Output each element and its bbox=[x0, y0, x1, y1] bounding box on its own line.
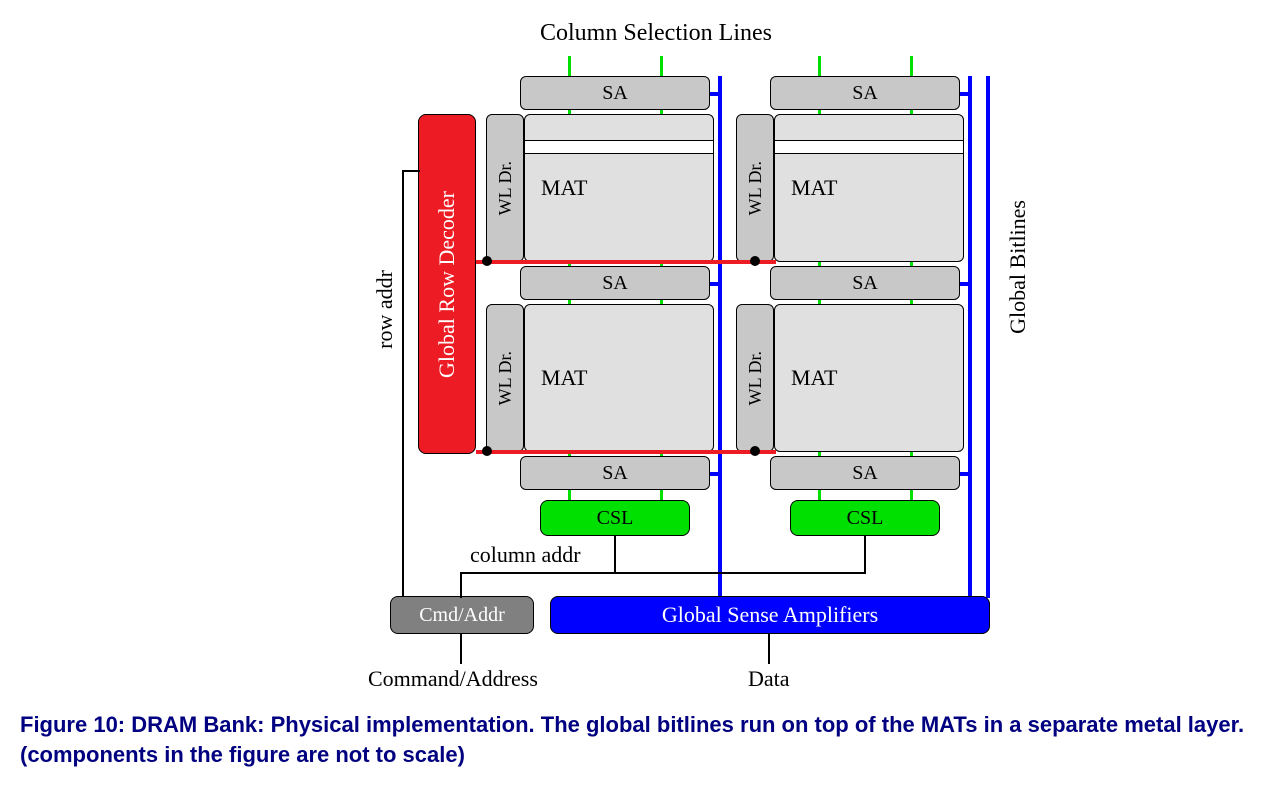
data-stub bbox=[768, 634, 770, 664]
global-row-decoder: Global Row Decoder bbox=[418, 114, 476, 454]
col-addr-bus-v1 bbox=[614, 536, 616, 572]
figure-caption: Figure 10: DRAM Bank: Physical implement… bbox=[20, 710, 1268, 769]
row-addr-label: row addr bbox=[372, 270, 398, 349]
wl-label: WL Dr. bbox=[745, 351, 766, 405]
column-addr-label: column addr bbox=[470, 542, 581, 568]
mat-block: MAT bbox=[774, 114, 964, 262]
sa-block: SA bbox=[520, 76, 710, 110]
sa-tick bbox=[710, 92, 722, 96]
data-label: Data bbox=[748, 666, 790, 692]
sa-label: SA bbox=[852, 462, 878, 485]
global-bitline-2 bbox=[968, 76, 972, 598]
sa-tick bbox=[960, 472, 972, 476]
col-addr-bus-v0 bbox=[460, 572, 462, 598]
title-top: Column Selection Lines bbox=[540, 20, 772, 47]
sa-block: SA bbox=[520, 456, 710, 490]
wl-driver: WL Dr. bbox=[736, 114, 774, 262]
sa-label: SA bbox=[602, 462, 628, 485]
command-address-label: Command/Address bbox=[368, 666, 538, 692]
csl-label: CSL bbox=[847, 507, 884, 530]
wl-driver: WL Dr. bbox=[486, 114, 524, 262]
sa-label: SA bbox=[602, 82, 628, 105]
cmd-addr-label: Cmd/Addr bbox=[419, 604, 505, 627]
sa-label: SA bbox=[852, 272, 878, 295]
csl-block: CSL bbox=[790, 500, 940, 536]
col-addr-bus-v2 bbox=[864, 536, 866, 572]
sa-tick bbox=[960, 92, 972, 96]
sa-label: SA bbox=[852, 82, 878, 105]
node-dot bbox=[750, 256, 760, 266]
cmd-addr-stub bbox=[460, 634, 462, 664]
sa-tick bbox=[710, 282, 722, 286]
red-wordline-1 bbox=[476, 260, 776, 264]
wl-driver: WL Dr. bbox=[736, 304, 774, 452]
mat-label: MAT bbox=[541, 365, 587, 391]
csl-block: CSL bbox=[540, 500, 690, 536]
node-dot bbox=[482, 446, 492, 456]
wl-label: WL Dr. bbox=[745, 161, 766, 215]
row-addr-line-v bbox=[402, 170, 404, 596]
dram-bank-diagram: Column Selection Lines SA WL Dr. MAT SA bbox=[20, 20, 1268, 700]
sa-tick bbox=[710, 472, 722, 476]
sa-block: SA bbox=[770, 456, 960, 490]
sa-tick bbox=[960, 282, 972, 286]
row-addr-line-h bbox=[402, 170, 420, 172]
wl-driver: WL Dr. bbox=[486, 304, 524, 452]
sa-block: SA bbox=[770, 266, 960, 300]
sa-block: SA bbox=[770, 76, 960, 110]
mat-label: MAT bbox=[791, 365, 837, 391]
global-bitlines-label: Global Bitlines bbox=[1005, 200, 1031, 334]
mat-label: MAT bbox=[541, 175, 587, 201]
gsa-label: Global Sense Amplifiers bbox=[662, 602, 878, 628]
global-sense-amplifiers: Global Sense Amplifiers bbox=[550, 596, 990, 634]
sa-block: SA bbox=[520, 266, 710, 300]
mat-label: MAT bbox=[791, 175, 837, 201]
wl-label: WL Dr. bbox=[495, 161, 516, 215]
global-bitline-3 bbox=[986, 76, 990, 598]
mat-block: MAT bbox=[524, 304, 714, 452]
sa-label: SA bbox=[602, 272, 628, 295]
wl-label: WL Dr. bbox=[495, 351, 516, 405]
red-wordline-2 bbox=[476, 450, 776, 454]
node-dot bbox=[482, 256, 492, 266]
csl-label: CSL bbox=[597, 507, 634, 530]
mat-block: MAT bbox=[524, 114, 714, 262]
selected-row-stripe bbox=[775, 140, 963, 154]
mat-block: MAT bbox=[774, 304, 964, 452]
col-addr-bus-h bbox=[460, 572, 866, 574]
selected-row-stripe bbox=[525, 140, 713, 154]
cmd-addr-block: Cmd/Addr bbox=[390, 596, 534, 634]
node-dot bbox=[750, 446, 760, 456]
decoder-label: Global Row Decoder bbox=[434, 191, 460, 378]
global-bitline-1 bbox=[718, 76, 722, 598]
